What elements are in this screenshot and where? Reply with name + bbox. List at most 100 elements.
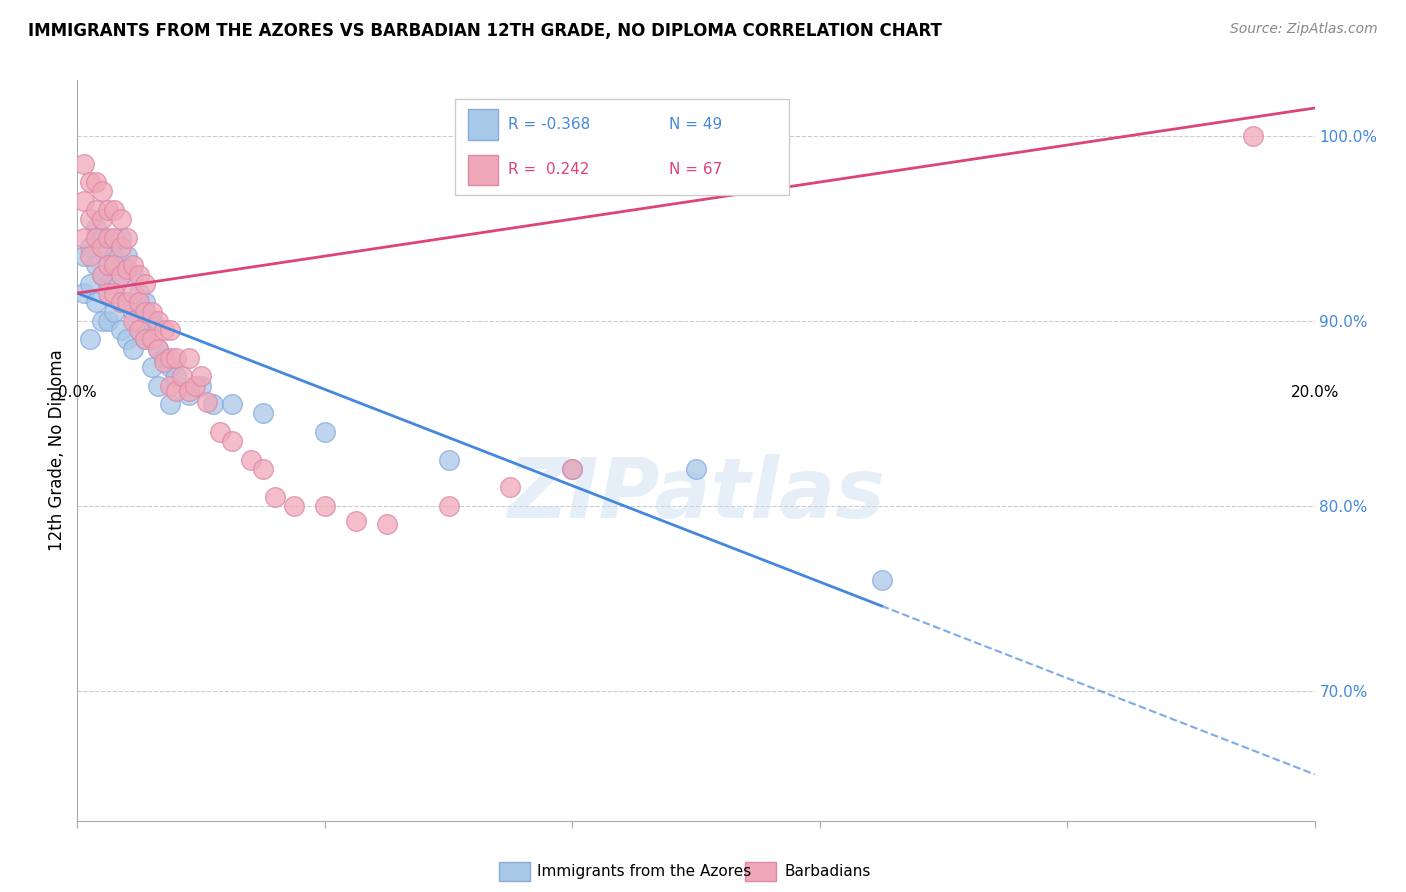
Point xyxy=(153,323,176,337)
Point xyxy=(128,268,150,282)
Text: ZIPatlas: ZIPatlas xyxy=(508,454,884,535)
Point xyxy=(134,304,156,318)
Point xyxy=(134,333,156,347)
Point xyxy=(128,323,150,337)
Point xyxy=(79,249,101,263)
Text: 0.0%: 0.0% xyxy=(58,384,97,400)
Point xyxy=(141,333,163,347)
Point xyxy=(252,407,274,421)
Point xyxy=(84,175,107,189)
Point xyxy=(97,286,120,301)
Point xyxy=(84,230,107,244)
Text: Source: ZipAtlas.com: Source: ZipAtlas.com xyxy=(1230,22,1378,37)
Point xyxy=(91,268,114,282)
Point xyxy=(685,462,707,476)
Point xyxy=(72,230,94,244)
Point xyxy=(221,397,243,411)
Text: Immigrants from the Azores: Immigrants from the Azores xyxy=(537,864,751,879)
Point xyxy=(122,314,145,328)
Point xyxy=(159,323,181,337)
Point xyxy=(79,175,101,189)
Point xyxy=(141,360,163,375)
Point xyxy=(103,304,125,318)
Point xyxy=(79,277,101,291)
Point xyxy=(146,378,169,392)
Point xyxy=(134,295,156,310)
Point xyxy=(134,333,156,347)
Point xyxy=(115,295,138,310)
Point xyxy=(190,369,212,384)
Point xyxy=(134,277,156,291)
Point xyxy=(84,202,107,217)
Point xyxy=(177,351,200,365)
Point xyxy=(128,323,150,337)
Point xyxy=(146,342,169,356)
Point xyxy=(122,304,145,318)
Y-axis label: 12th Grade, No Diploma: 12th Grade, No Diploma xyxy=(48,350,66,551)
Text: Barbadians: Barbadians xyxy=(785,864,870,879)
Point xyxy=(97,230,120,244)
Point xyxy=(314,425,336,439)
Point xyxy=(141,304,163,318)
Text: 20.0%: 20.0% xyxy=(1291,384,1339,400)
Point xyxy=(84,295,107,310)
Point xyxy=(91,212,114,227)
Point xyxy=(264,490,287,504)
Point xyxy=(79,212,101,227)
Point xyxy=(499,481,522,495)
Point xyxy=(103,259,125,273)
Point xyxy=(128,295,150,310)
Point xyxy=(437,499,460,513)
Point xyxy=(91,240,114,254)
Point xyxy=(283,499,305,513)
Point xyxy=(115,262,138,277)
Point xyxy=(221,434,243,449)
Point xyxy=(146,314,169,328)
Point xyxy=(128,286,150,301)
Point xyxy=(79,333,101,347)
Point xyxy=(103,202,125,217)
Point xyxy=(122,259,145,273)
Point xyxy=(103,230,125,244)
Point xyxy=(115,295,138,310)
Point xyxy=(153,351,176,365)
Point xyxy=(84,259,107,273)
Point xyxy=(72,249,94,263)
Point xyxy=(110,295,132,310)
Text: IMMIGRANTS FROM THE AZORES VS BARBADIAN 12TH GRADE, NO DIPLOMA CORRELATION CHART: IMMIGRANTS FROM THE AZORES VS BARBADIAN … xyxy=(28,22,942,40)
Point xyxy=(159,378,181,392)
Point xyxy=(146,342,169,356)
Point xyxy=(97,259,120,273)
Point xyxy=(165,369,187,384)
Point xyxy=(870,573,893,587)
Point xyxy=(84,221,107,235)
Point xyxy=(153,354,176,368)
Point xyxy=(103,249,125,263)
Point xyxy=(190,378,212,392)
Point xyxy=(110,230,132,244)
Point xyxy=(72,286,94,301)
Point xyxy=(110,259,132,273)
Point xyxy=(79,240,101,254)
Point xyxy=(110,323,132,337)
Point xyxy=(110,295,132,310)
Point xyxy=(122,342,145,356)
Point xyxy=(110,268,132,282)
Point xyxy=(103,286,125,301)
Point xyxy=(91,185,114,199)
Point xyxy=(122,286,145,301)
Point xyxy=(165,384,187,399)
Point xyxy=(1241,128,1264,143)
Point xyxy=(103,277,125,291)
Point xyxy=(141,314,163,328)
Point xyxy=(72,194,94,208)
Point xyxy=(252,462,274,476)
Point xyxy=(195,395,218,409)
Point xyxy=(97,314,120,328)
Point xyxy=(561,462,583,476)
Point xyxy=(172,369,194,384)
Point xyxy=(91,230,114,244)
Point xyxy=(115,249,138,263)
Point xyxy=(344,514,367,528)
Point xyxy=(91,268,114,282)
